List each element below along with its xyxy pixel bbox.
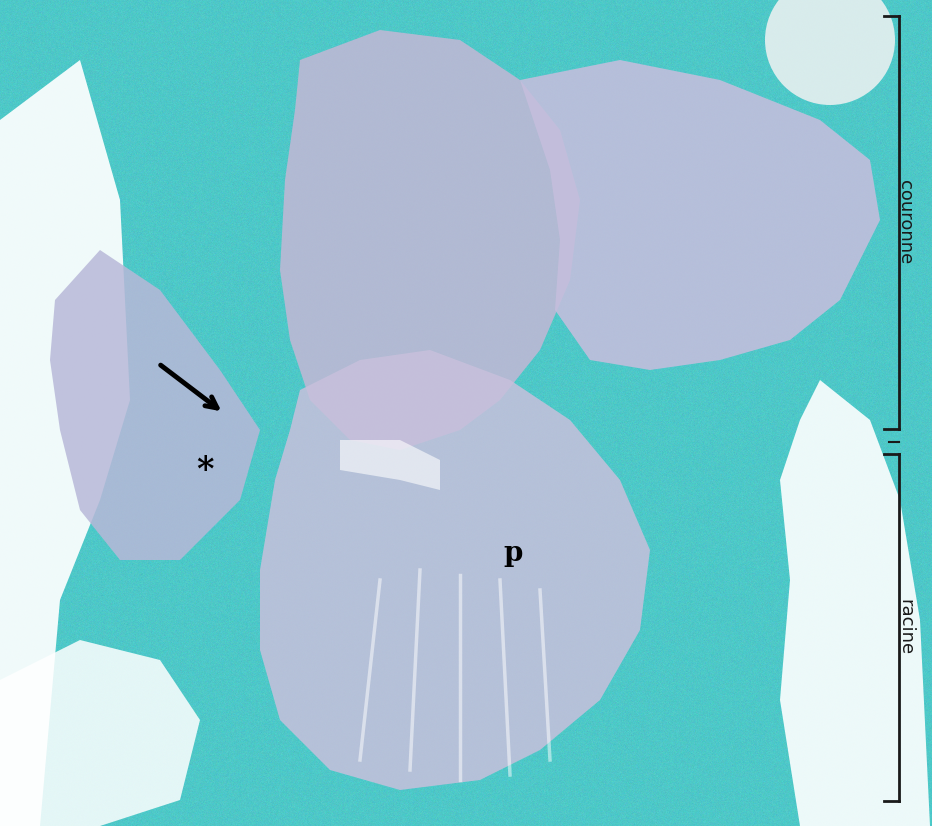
Polygon shape <box>50 250 260 560</box>
Text: p: p <box>503 540 522 567</box>
Circle shape <box>765 0 895 105</box>
Polygon shape <box>0 60 130 826</box>
Polygon shape <box>520 60 880 370</box>
Polygon shape <box>260 350 650 790</box>
Polygon shape <box>0 640 200 826</box>
Text: racine: racine <box>896 600 914 656</box>
Polygon shape <box>780 380 930 826</box>
Text: *: * <box>197 454 213 487</box>
Text: couronne: couronne <box>896 180 914 264</box>
Polygon shape <box>340 440 440 490</box>
Polygon shape <box>280 30 580 450</box>
